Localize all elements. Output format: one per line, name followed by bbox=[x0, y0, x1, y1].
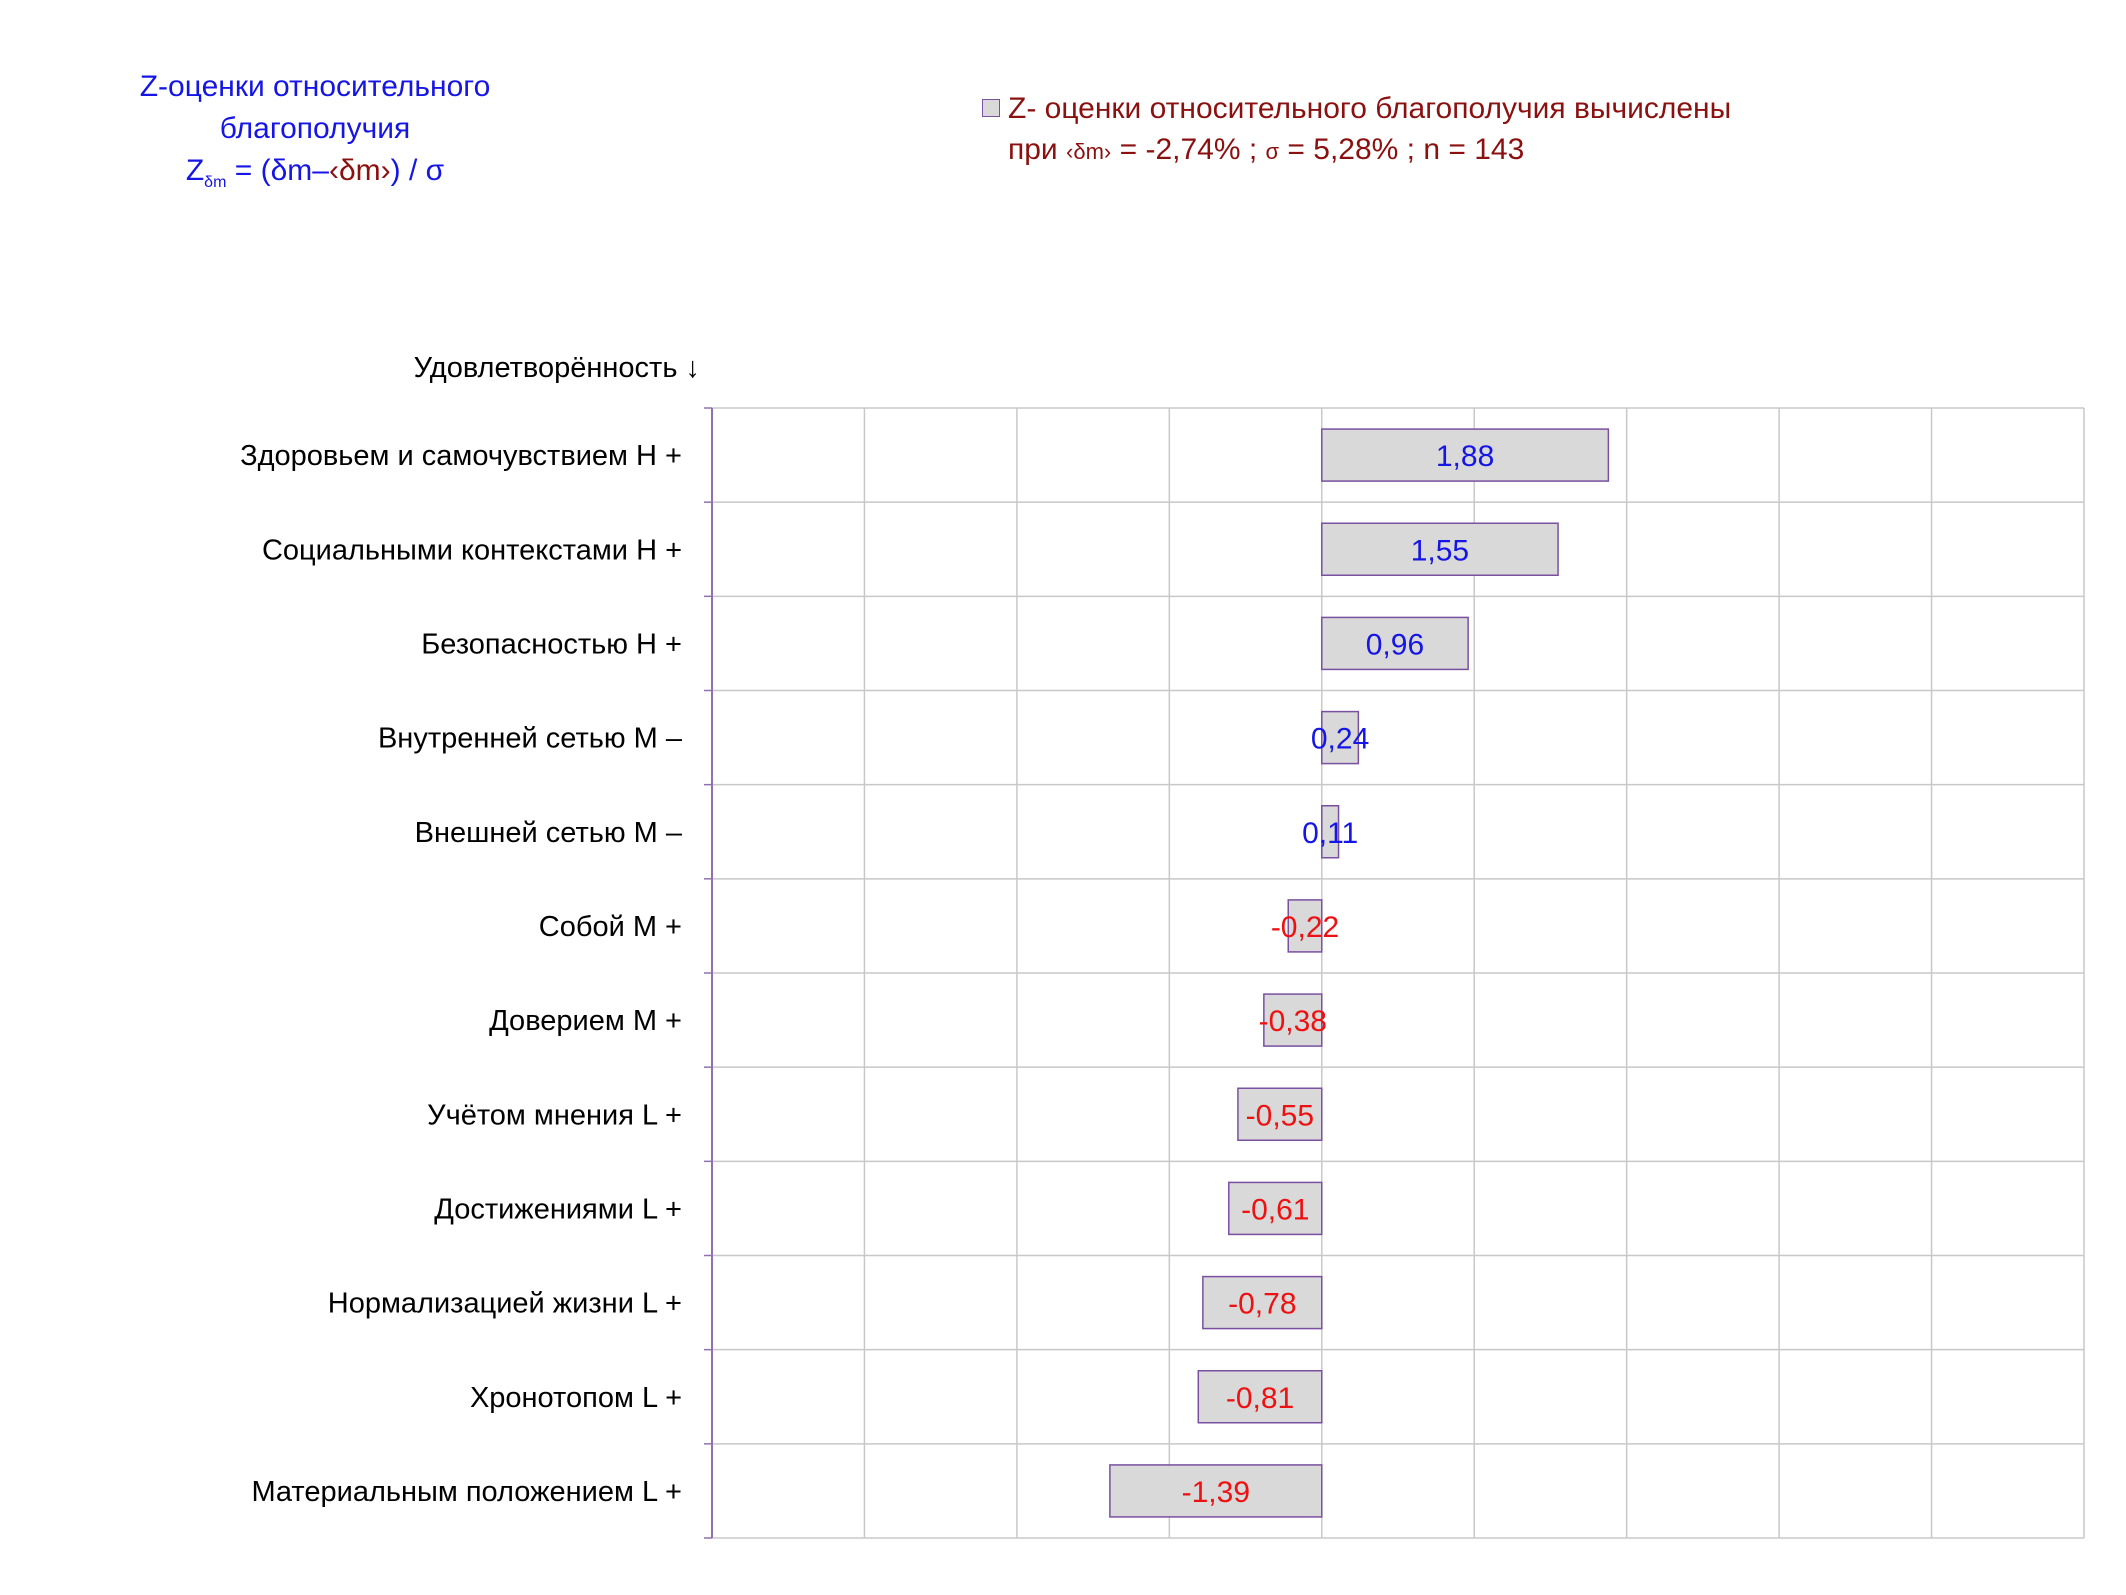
legend-prefix: при bbox=[1008, 133, 1067, 166]
formula-tail: ) / σ bbox=[390, 154, 445, 187]
bar bbox=[1228, 1181, 1323, 1236]
bar bbox=[1321, 428, 1610, 482]
chart-title: Z-оценки относительного благополучия Zδm… bbox=[0, 66, 630, 204]
value-label: -0,38 bbox=[1259, 1005, 1327, 1038]
value-label: -0,22 bbox=[1271, 911, 1339, 944]
bar bbox=[1237, 1087, 1323, 1141]
category-label: Безопасностью H + bbox=[421, 628, 682, 660]
formula-mean: ‹δm› bbox=[328, 154, 391, 187]
category-label: Здоровьем и самочувствием H + bbox=[240, 440, 682, 472]
formula-subscript: δm bbox=[204, 174, 227, 191]
bar bbox=[1109, 1464, 1323, 1518]
legend-tail: = 5,28% ; n = 143 bbox=[1279, 133, 1525, 166]
bar bbox=[1321, 805, 1340, 859]
bar bbox=[1263, 993, 1323, 1047]
bar bbox=[1321, 616, 1469, 671]
value-label: 0,11 bbox=[1302, 817, 1358, 850]
bar bbox=[1202, 1275, 1323, 1330]
legend-line-1: Z- оценки относительного благополучия вы… bbox=[1008, 92, 1732, 125]
legend-swatch bbox=[982, 99, 1000, 117]
bar bbox=[1197, 1370, 1323, 1424]
value-label: 0,24 bbox=[1311, 723, 1369, 756]
formula-eq: = (δm– bbox=[226, 154, 329, 187]
value-label: -0,78 bbox=[1228, 1288, 1296, 1321]
value-label: 0,96 bbox=[1366, 628, 1424, 661]
category-label: Собой M + bbox=[539, 911, 682, 943]
title-formula: Zδm = (δm–‹δm›) / σ bbox=[0, 150, 630, 204]
legend-sigma: σ bbox=[1265, 139, 1280, 164]
legend-mean: ‹δm› bbox=[1066, 139, 1112, 164]
legend-mid: = -2,74% ; bbox=[1111, 133, 1266, 166]
value-label: -0,81 bbox=[1226, 1382, 1294, 1415]
value-label: -0,55 bbox=[1246, 1099, 1314, 1132]
legend: Z- оценки относительного благополучия вы… bbox=[982, 88, 1731, 172]
bar bbox=[1321, 710, 1360, 765]
category-label: Учётом мнения L + bbox=[427, 1099, 682, 1131]
category-label: Внутренней сетью M – bbox=[378, 723, 683, 755]
category-label: Социальными контекстами H + bbox=[262, 534, 682, 566]
axis-title: Удовлетворённость ↓ bbox=[413, 352, 700, 384]
legend-line-2: при ‹δm› = -2,74% ; σ = 5,28% ; n = 143 bbox=[982, 129, 1731, 172]
title-line-1: Z-оценки относительного bbox=[139, 70, 491, 103]
value-label: 1,55 bbox=[1411, 534, 1469, 567]
value-label: 1,88 bbox=[1436, 440, 1494, 473]
category-label: Хронотопом L + bbox=[470, 1382, 682, 1414]
value-label: -1,39 bbox=[1182, 1476, 1250, 1509]
category-label: Достижениями L + bbox=[434, 1193, 682, 1225]
bar bbox=[1321, 522, 1559, 576]
value-label: -0,61 bbox=[1241, 1193, 1309, 1226]
bar bbox=[1287, 899, 1323, 953]
formula-z: Z bbox=[185, 154, 205, 187]
title-line-2: благополучия bbox=[219, 112, 411, 145]
category-label: Доверием M + bbox=[489, 1005, 682, 1037]
category-label: Материальным положением L + bbox=[251, 1476, 682, 1508]
category-label: Внешней сетью M – bbox=[415, 817, 683, 849]
category-label: Нормализацией жизни L + bbox=[328, 1288, 682, 1320]
